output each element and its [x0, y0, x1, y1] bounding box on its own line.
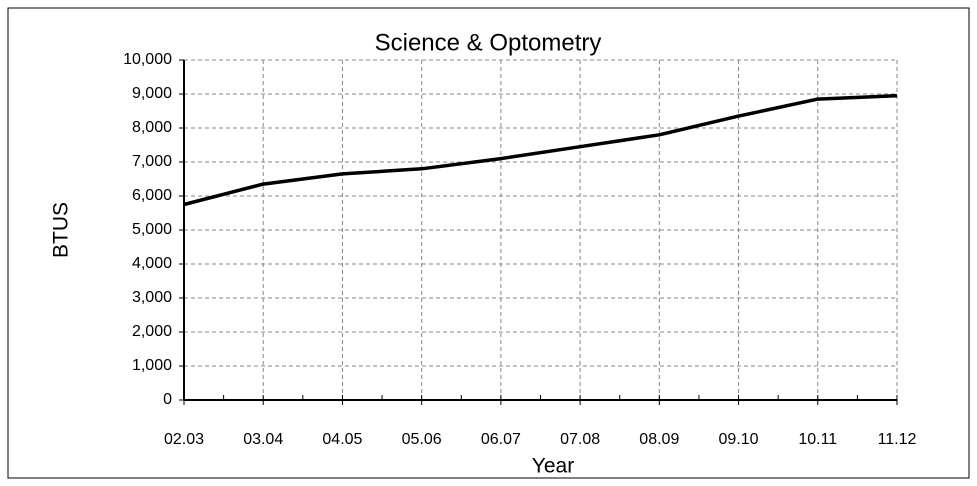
chart-title: Science & Optometry — [375, 29, 602, 56]
y-axis-label: BTUS — [50, 202, 73, 258]
x-tick-label: 11.12 — [878, 431, 917, 448]
x-tick-label: 09.10 — [719, 431, 759, 448]
chart-frame — [7, 7, 970, 479]
x-tick-label: 03.04 — [243, 431, 283, 448]
x-tick-label: 02.03 — [164, 431, 204, 448]
data-line — [183, 93, 898, 207]
y-tick-label: 9,000 — [132, 85, 172, 102]
y-tick-label: 10,000 — [123, 51, 172, 68]
x-tick-label: 08.09 — [639, 431, 679, 448]
y-tick-label: 8,000 — [132, 119, 172, 136]
x-tick-label: 04.05 — [322, 431, 362, 448]
y-tick-label: 1,000 — [132, 357, 172, 374]
x-axis-label: Year — [532, 455, 574, 478]
x-tick-label: 10.11 — [798, 431, 837, 448]
y-tick-label: 6,000 — [132, 187, 172, 204]
y-tick-label: 4,000 — [132, 255, 172, 272]
y-tick-label: 5,000 — [132, 221, 172, 238]
y-tick-label: 0 — [163, 391, 172, 408]
x-tick-label: 07.08 — [560, 431, 600, 448]
x-tick-label: 06.07 — [481, 431, 521, 448]
x-tick-label: 05.06 — [402, 431, 442, 448]
y-tick-label: 7,000 — [132, 153, 172, 170]
y-tick-label: 2,000 — [132, 323, 172, 340]
y-tick-label: 3,000 — [132, 289, 172, 306]
